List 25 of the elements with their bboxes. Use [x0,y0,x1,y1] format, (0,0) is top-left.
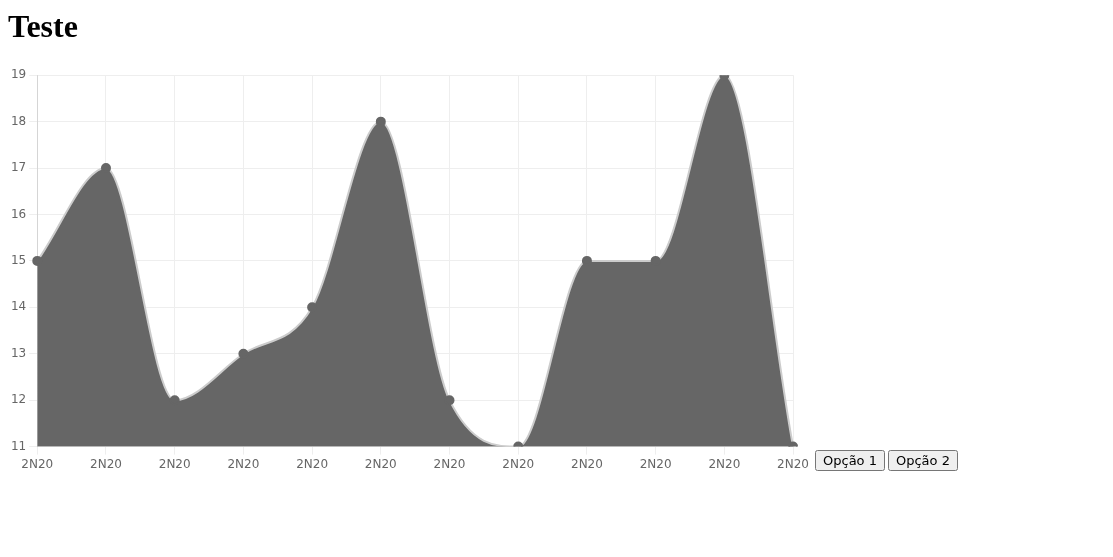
x-tick-label: 2N20 [777,456,809,471]
x-tick-label: 2N20 [227,456,260,471]
text: Opção 1 [815,450,885,471]
y-tick-label: 13 [10,345,27,360]
x-tick-label: 2N20 [90,456,122,471]
y-tick-label: 19 [10,67,27,82]
x-tick-label: 2N20 [708,456,741,471]
y-tick-label: 15 [10,253,27,268]
y-tick-label: 12 [10,392,27,407]
x-tick-label: 2N20 [639,456,672,471]
point [238,348,249,359]
x-tick-label: 2N20 [433,456,466,471]
text: Opção 2 [887,450,958,471]
x-tick-label: 2N20 [570,456,603,471]
x-tick-label: 2N20 [296,456,329,471]
x-tick-label: 2N20 [21,456,54,471]
y-tick-label: 17 [10,160,27,175]
x-tick-label: 2N20 [364,456,397,471]
x-tick-label: 2N20 [502,456,535,471]
y-tick-label: 18 [10,113,27,128]
y-tick-label: 14 [10,299,27,314]
y-tick-label: 16 [10,206,27,221]
x-tick-label: 2N20 [158,456,191,471]
y-tick-label: 11 [10,438,27,453]
chart-title: Teste [8,8,79,45]
